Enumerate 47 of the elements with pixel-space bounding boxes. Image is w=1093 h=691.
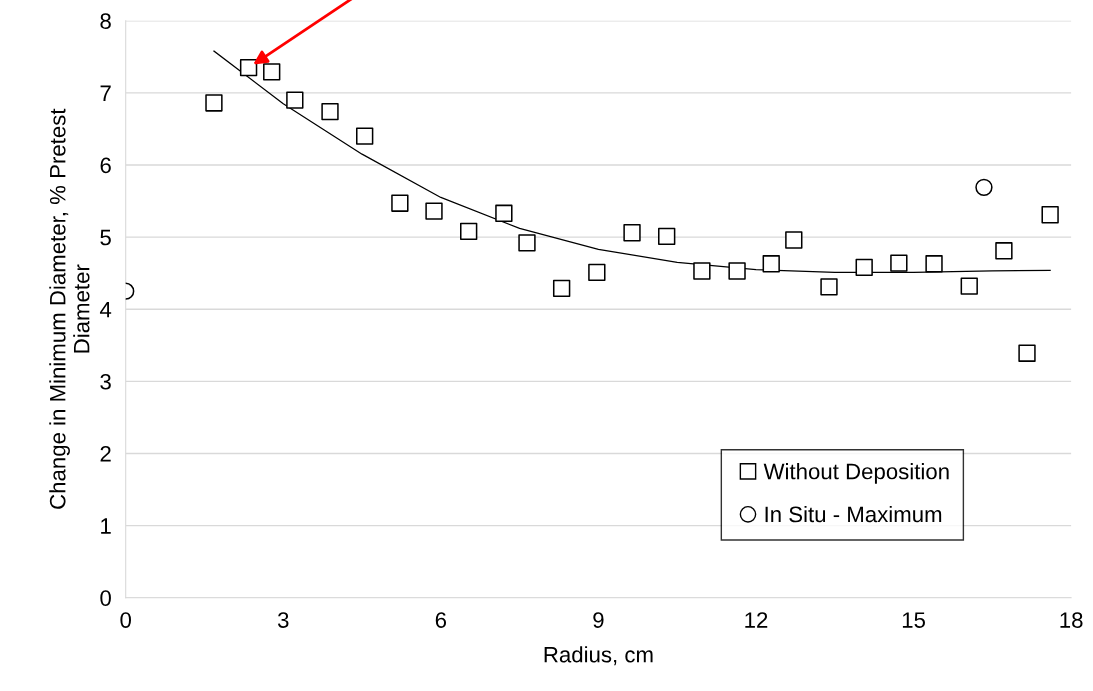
y-tick-label: 5 xyxy=(100,229,111,246)
y-tick-label: 7 xyxy=(100,85,111,101)
y-tick-label: 3 xyxy=(100,373,111,390)
point xyxy=(355,127,374,145)
point xyxy=(459,222,478,241)
point xyxy=(925,255,943,273)
point xyxy=(693,262,711,280)
point xyxy=(1018,344,1036,362)
point xyxy=(588,263,606,282)
point xyxy=(263,63,281,81)
point xyxy=(995,242,1013,260)
point xyxy=(785,231,803,249)
point xyxy=(890,254,908,272)
x-tick-label: 3 xyxy=(277,612,289,628)
legend-label: Without Deposition xyxy=(763,463,949,484)
point xyxy=(425,202,443,220)
point xyxy=(1041,206,1059,224)
y-tick-label: 2 xyxy=(100,446,111,462)
point xyxy=(518,234,536,252)
x-tick-label: 6 xyxy=(435,612,447,628)
point xyxy=(960,277,978,295)
y-tick-label: 4 xyxy=(99,301,112,318)
legend-label: In Situ - Maximum xyxy=(765,505,942,523)
point xyxy=(321,102,339,121)
x-tick-label: 12 xyxy=(745,612,768,628)
point xyxy=(552,279,571,297)
x-tick-label: 0 xyxy=(120,612,132,628)
x-tick-label: 15 xyxy=(902,612,925,628)
point xyxy=(239,58,258,77)
y-axis-title: Change in Minimum Diameter, % Pretest Diameter xyxy=(49,108,90,509)
point xyxy=(205,94,223,112)
y-tick-label: 6 xyxy=(100,157,111,174)
point xyxy=(820,278,838,296)
point xyxy=(762,255,780,273)
point xyxy=(623,224,641,242)
point xyxy=(391,194,409,212)
y-tick-label: 8 xyxy=(100,13,111,29)
x-axis-title: Radius, cm xyxy=(544,646,653,666)
point xyxy=(286,91,304,109)
y-tick-label: 1 xyxy=(101,518,111,534)
point xyxy=(658,227,676,246)
point xyxy=(855,258,873,277)
x-tick-label: 9 xyxy=(593,612,604,628)
y-tick-label: 0 xyxy=(100,590,111,606)
point xyxy=(495,204,513,222)
x-tick-label: 18 xyxy=(1060,612,1083,628)
point xyxy=(728,262,746,280)
